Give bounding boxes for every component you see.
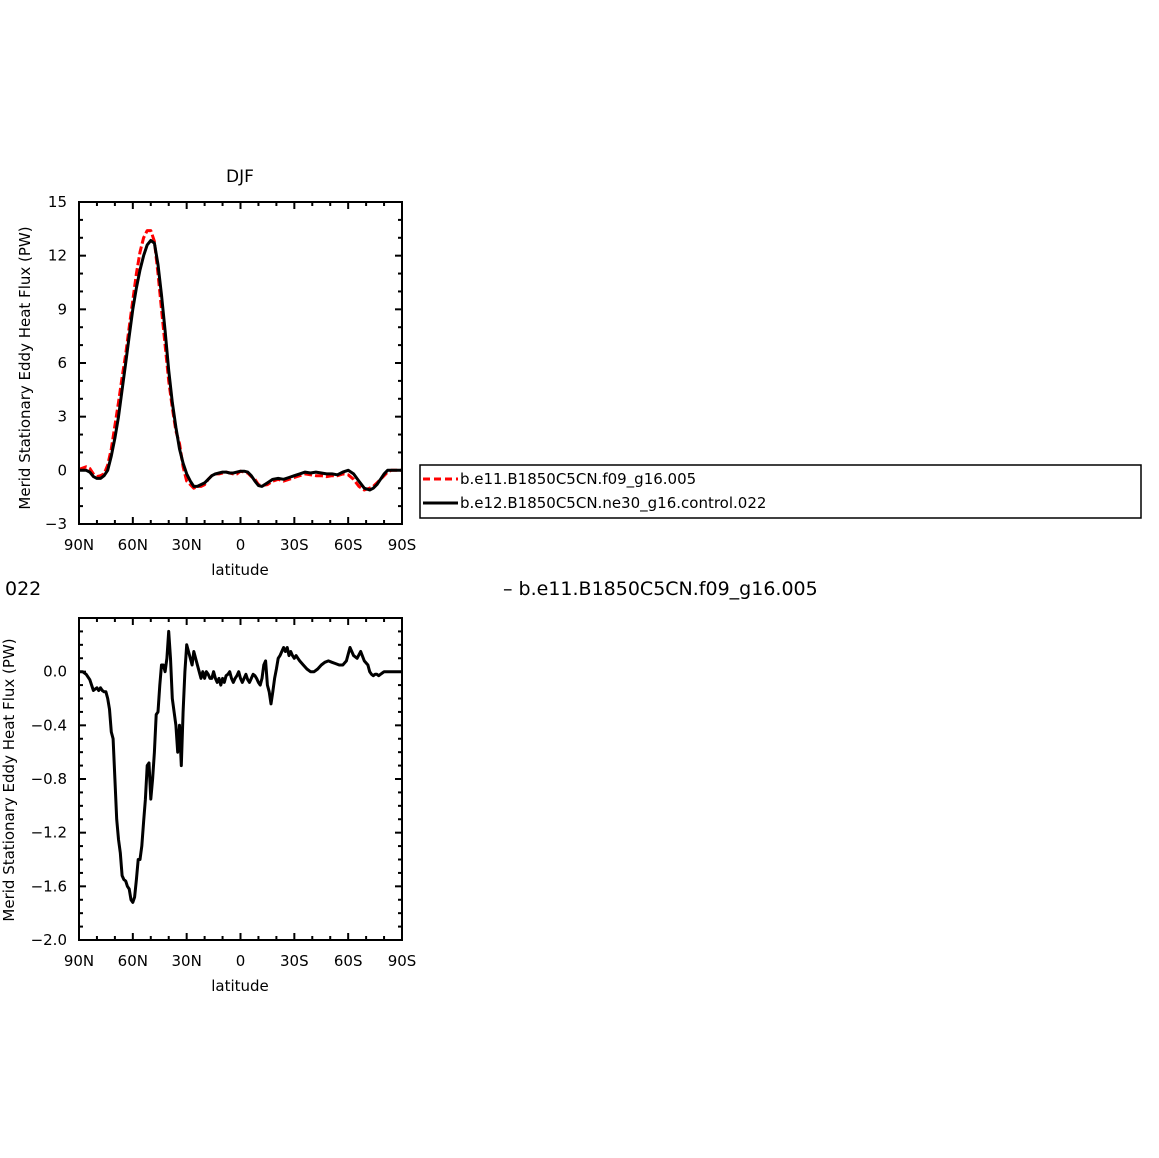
y-tick-label: 0 (57, 461, 67, 479)
axis-ticks: 90N 60N 30N 0 30S 60S 90S −3 0 3 6 9 12 15 (45, 193, 416, 554)
x-tick-label: 60S (334, 952, 363, 970)
y-tick-label: 0.0 (43, 663, 67, 681)
y-axis-label: Merid Stationary Eddy Heat Flux (PW) (0, 638, 18, 921)
x-tick-label: 0 (236, 536, 246, 554)
axis-ticks: 90N 60N 30N 0 30S 60S 90S −2.0 −1.6 −1.2 −0.8 −0.4 0… (31, 617, 417, 970)
x-tick-label: 60N (118, 952, 148, 970)
series-group (78, 229, 402, 492)
series-line-1 (79, 629, 402, 904)
chart-title: DJF (226, 167, 254, 187)
legend: b.e11.B1850C5CN.f09_g16.005 b.e12.B1850C… (419, 464, 1142, 519)
x-tick-label: 30N (172, 536, 202, 554)
x-tick-label: 30N (172, 952, 202, 970)
x-tick-label: 30S (280, 952, 309, 970)
fragment-right: – b.e11.B1850C5CN.f09_g16.005 (503, 578, 818, 600)
y-tick-label: 12 (48, 247, 67, 265)
y-tick-label: 15 (48, 193, 67, 211)
x-tick-label: 90N (64, 536, 94, 554)
x-tick-label: 30S (280, 536, 309, 554)
x-tick-label: 0 (236, 952, 246, 970)
series-group (79, 629, 402, 904)
legend-box (419, 464, 1142, 519)
x-tick-label: 60N (118, 536, 148, 554)
panel-difference: 90N 60N 30N 0 30S 60S 90S −2.0 −1.6 −1.2 −0.8 −0.4 0… (0, 617, 417, 995)
x-tick-label: 90S (388, 536, 417, 554)
x-tick-label: 90N (64, 952, 94, 970)
fragment-left: 022 (5, 578, 41, 600)
x-tick-label: 90S (388, 952, 417, 970)
panel-djf: DJF 90N 60N 30N 0 30S 60S 90S −3 0 3 6 9 12 15 latitu… (16, 167, 416, 579)
y-tick-label: −3 (45, 515, 67, 533)
y-tick-label: −0.4 (31, 716, 67, 734)
y-axis-label: Merid Stationary Eddy Heat Flux (PW) (16, 226, 34, 509)
series-line-2 (79, 239, 402, 492)
y-tick-label: −1.6 (31, 877, 67, 895)
y-tick-label: −0.8 (31, 770, 67, 788)
y-tick-label: −1.2 (31, 824, 67, 842)
x-tick-label: 60S (334, 536, 363, 554)
x-axis-label: latitude (211, 977, 269, 995)
y-tick-label: 6 (57, 354, 67, 372)
y-tick-label: −2.0 (31, 931, 67, 949)
y-tick-label: 3 (57, 408, 67, 426)
y-tick-label: 9 (57, 300, 67, 318)
label-mask (0, 600, 30, 629)
legend-entry-1: b.e11.B1850C5CN.f09_g16.005 (460, 470, 696, 489)
x-axis-label: latitude (211, 561, 269, 579)
plot-frame (78, 617, 403, 941)
legend-entry-2: b.e12.B1850C5CN.ne30_g16.control.022 (460, 494, 766, 513)
